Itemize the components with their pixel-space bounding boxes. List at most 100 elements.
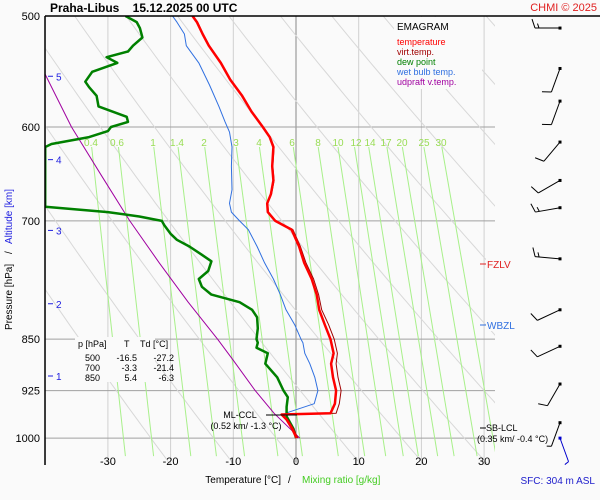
wind-barb-staff <box>535 207 561 213</box>
mixing-ratio-line <box>354 146 404 457</box>
y-tick-label: 700 <box>22 216 40 228</box>
wind-barb <box>538 382 562 407</box>
legend-updraft: udpraft v.temp. <box>397 77 456 87</box>
altitude-tick-label: 4 <box>56 156 62 167</box>
dry-adiabat <box>331 16 495 207</box>
altitude-tick-label: 3 <box>56 226 62 237</box>
wind-barb-staff <box>547 383 561 406</box>
mixing-ratio-line <box>91 146 126 457</box>
dry-adiabat <box>566 0 600 468</box>
x-axis-label: Temperature [°C] <box>205 475 281 486</box>
x-tick-label: 10 <box>353 456 365 468</box>
dry-adiabat <box>176 16 495 404</box>
mixing-ratio-line <box>386 146 439 457</box>
wind-barb-dot <box>558 257 562 261</box>
wind-barb <box>534 140 562 162</box>
dry-adiabat <box>45 204 235 465</box>
mixing-ratio-line <box>441 146 495 453</box>
wind-barbs <box>530 18 570 465</box>
mixing-ratio-label: 10 <box>332 138 344 149</box>
dry-adiabat <box>515 0 600 468</box>
legend-dew-point: dew point <box>397 57 436 67</box>
wind-barb <box>531 18 562 30</box>
wind-barb-staff <box>559 437 570 462</box>
wind-barb-feather <box>530 203 536 213</box>
wind-barb-half-feather <box>536 206 540 212</box>
wind-barb-dot <box>558 99 562 103</box>
y-tick-label: 850 <box>22 334 40 346</box>
x-tick-label: -10 <box>225 456 241 468</box>
table-header-t: T <box>124 339 130 349</box>
wind-barb-feather <box>531 18 536 29</box>
x-tick-label: 30 <box>478 456 490 468</box>
mixing-ratio-label: 2 <box>201 138 207 149</box>
wind-barb-dot <box>558 421 562 425</box>
y-axis-label-group: Pressure [hPa] / Altitude [km] <box>4 189 15 330</box>
wind-barb-dot <box>558 206 562 210</box>
mixing-ratio-line <box>317 146 366 457</box>
mixing-ratio-line <box>177 146 217 457</box>
mixing-ratio-label: 30 <box>435 138 447 149</box>
wbzl-label: WBZL <box>487 321 515 332</box>
mixing-ratio-label: 4 <box>256 138 262 149</box>
chart-title: Praha-Libus 15.12.2025 00 UTC <box>50 1 238 15</box>
y-axis-label-altitude: Altitude [km] <box>4 189 15 244</box>
table-row-500-p: 500 <box>85 353 100 363</box>
mixing-ratio-label: 3 <box>233 138 239 149</box>
legend-virt-temp: virt.temp. <box>397 47 434 57</box>
table-row-700-p: 700 <box>85 363 100 373</box>
wind-barb-half-feather <box>564 461 569 465</box>
mixing-ratio-line <box>423 146 478 457</box>
wind-barb-feather <box>538 403 548 407</box>
sb-lcl-detail: (0.35 km/ -0.4 °C) <box>477 434 548 444</box>
y-tick-label: 600 <box>22 122 40 134</box>
wind-barb <box>541 66 562 93</box>
wind-barb <box>530 178 562 194</box>
wind-barb-dot <box>558 178 562 182</box>
mixing-ratio-line <box>153 146 192 457</box>
wind-barb-staff <box>543 141 561 162</box>
wind-barb-staff <box>550 422 561 447</box>
wind-barb-half-feather <box>537 23 540 29</box>
ml-ccl-annotation: ML-CCL (0.52 km/ -1.3 °C) <box>210 410 297 431</box>
wind-barb <box>558 436 570 465</box>
wind-barb-dot <box>558 26 562 30</box>
series-temperature <box>191 16 338 439</box>
wind-barb <box>546 421 562 447</box>
mixing-ratio-label: 25 <box>418 138 430 149</box>
ml-ccl-detail: (0.52 km/ -1.3 °C) <box>210 421 281 431</box>
wind-barb-staff <box>550 68 561 93</box>
mixing-ratio-line <box>337 146 387 457</box>
table-header-td: Td [°C] <box>140 339 168 349</box>
mixing-ratio-label: 17 <box>380 138 392 149</box>
levels-table: p [hPa] T Td [°C] 500 -16.5 -27.2 700 -3… <box>75 337 174 383</box>
mixing-ratio-label: 8 <box>315 138 321 149</box>
table-row-850-td: -6.3 <box>158 373 174 383</box>
mixing-ratio-line <box>117 146 155 457</box>
mixing-ratio-lines <box>91 146 495 457</box>
wind-barb <box>530 308 562 321</box>
wind-barb-dot <box>558 436 562 440</box>
mixing-ratio-line <box>204 146 246 457</box>
x-tick-label: -30 <box>100 456 116 468</box>
dry-adiabat <box>125 16 489 465</box>
legend: EMAGRAM temperature virt.temp. dew point… <box>394 17 482 89</box>
series-udpraft-v-temp <box>45 22 301 439</box>
wind-barb-feather <box>534 157 545 162</box>
mixing-ratio-label: 0.4 <box>84 138 98 149</box>
y-axis-label-separator: / <box>4 251 15 254</box>
wind-barb <box>541 99 562 126</box>
dry-adiabat <box>382 16 495 146</box>
series-wet-bulb-temp <box>172 16 319 439</box>
wind-barb <box>532 247 562 261</box>
surface-label: SFC: 304 m ASL <box>521 476 596 487</box>
mixing-ratio-line <box>292 146 339 457</box>
wind-barb-dot <box>558 308 562 312</box>
table-row-700-t: -3.3 <box>121 363 137 373</box>
mixing-ratio-line <box>258 146 303 457</box>
sb-lcl-label: SB-LCL <box>486 423 518 433</box>
series-lines <box>45 16 342 439</box>
series-dew-point <box>45 16 298 439</box>
dry-adiabat <box>45 47 362 465</box>
y-axis-label: Pressure [hPa] <box>4 264 15 330</box>
